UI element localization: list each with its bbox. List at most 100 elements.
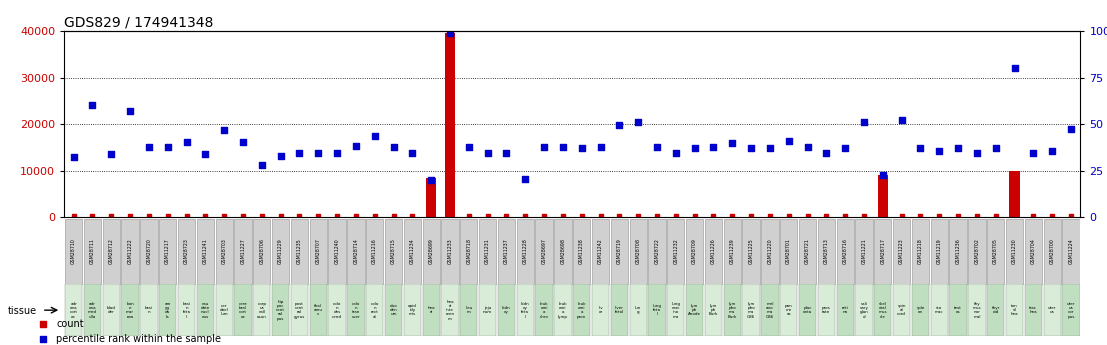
- Text: adr
ena
med
ulla: adr ena med ulla: [87, 302, 97, 318]
- Point: [385, 145, 403, 150]
- Point: [837, 214, 855, 219]
- Text: GSM11222: GSM11222: [127, 238, 133, 264]
- Point: [1025, 214, 1043, 219]
- Point: [911, 214, 929, 219]
- Point: [855, 119, 872, 125]
- Text: colo
n
tran
sver: colo n tran sver: [352, 302, 360, 318]
- Text: GSM11226: GSM11226: [711, 238, 716, 264]
- Point: [724, 214, 742, 219]
- FancyBboxPatch shape: [856, 284, 872, 336]
- Point: [385, 214, 403, 219]
- FancyBboxPatch shape: [479, 219, 496, 284]
- Point: [403, 150, 421, 156]
- Text: thyr
oid: thyr oid: [992, 306, 1000, 314]
- Text: GSM28720: GSM28720: [146, 238, 152, 264]
- Point: [422, 177, 439, 183]
- Point: [252, 162, 270, 168]
- FancyBboxPatch shape: [1044, 284, 1061, 336]
- Point: [83, 214, 102, 219]
- Text: GSM28704: GSM28704: [1031, 238, 1036, 264]
- FancyBboxPatch shape: [84, 219, 101, 284]
- FancyBboxPatch shape: [931, 284, 948, 336]
- FancyBboxPatch shape: [931, 219, 948, 284]
- Point: [704, 145, 722, 150]
- FancyBboxPatch shape: [780, 219, 797, 284]
- Text: ileu
m: ileu m: [465, 306, 473, 314]
- FancyBboxPatch shape: [912, 219, 929, 284]
- Point: [346, 143, 364, 149]
- Text: cer
ebel
lum: cer ebel lum: [220, 304, 228, 316]
- Point: [497, 214, 515, 219]
- Point: [290, 214, 308, 219]
- Point: [1063, 126, 1080, 132]
- Text: GSM28708: GSM28708: [635, 238, 641, 264]
- Point: [666, 214, 684, 219]
- Text: GSM11228: GSM11228: [523, 238, 528, 264]
- FancyBboxPatch shape: [178, 219, 195, 284]
- Point: [949, 214, 968, 219]
- Point: [987, 214, 1005, 219]
- Text: GSM28705: GSM28705: [993, 238, 999, 264]
- Text: GSM28721: GSM28721: [805, 238, 810, 264]
- FancyBboxPatch shape: [404, 219, 421, 284]
- Point: [742, 146, 759, 151]
- Text: GSM28716: GSM28716: [842, 238, 848, 264]
- Point: [272, 153, 290, 159]
- Bar: [878, 175, 888, 217]
- Point: [762, 214, 779, 219]
- Point: [459, 214, 477, 219]
- Text: bon
e
mar
row: bon e mar row: [126, 302, 134, 318]
- FancyBboxPatch shape: [536, 219, 552, 284]
- Point: [968, 150, 985, 156]
- Text: kidn
ey: kidn ey: [503, 306, 510, 314]
- FancyBboxPatch shape: [1006, 284, 1023, 336]
- Text: GSM11225: GSM11225: [748, 238, 754, 264]
- FancyBboxPatch shape: [950, 219, 966, 284]
- FancyBboxPatch shape: [103, 219, 120, 284]
- FancyBboxPatch shape: [272, 284, 289, 336]
- Point: [234, 139, 251, 145]
- Text: brai
n: brai n: [145, 306, 153, 314]
- Text: lym
ph
Burk: lym ph Burk: [708, 304, 718, 316]
- Point: [234, 214, 251, 219]
- Point: [779, 138, 797, 143]
- Point: [629, 214, 646, 219]
- Point: [441, 31, 458, 36]
- Bar: [445, 33, 455, 217]
- Point: [930, 148, 948, 154]
- Text: GSM11236: GSM11236: [955, 238, 961, 264]
- Point: [328, 150, 345, 156]
- Point: [892, 214, 910, 219]
- Point: [328, 214, 345, 219]
- FancyBboxPatch shape: [592, 219, 609, 284]
- FancyBboxPatch shape: [611, 284, 628, 336]
- FancyBboxPatch shape: [461, 219, 477, 284]
- Point: [177, 139, 195, 145]
- FancyBboxPatch shape: [592, 284, 609, 336]
- Text: lung
carc
ino
ma: lung carc ino ma: [671, 302, 681, 318]
- Text: epid
idy
mis: epid idy mis: [407, 304, 417, 316]
- Text: GSM11224: GSM11224: [1068, 238, 1074, 264]
- Text: test
es: test es: [954, 306, 962, 314]
- Text: GSM11237: GSM11237: [504, 238, 509, 264]
- Text: skel
etal
mus
cle: skel etal mus cle: [879, 302, 887, 318]
- Point: [536, 214, 554, 219]
- Text: GSM28713: GSM28713: [824, 238, 829, 264]
- Point: [197, 214, 215, 219]
- Point: [536, 144, 554, 149]
- Text: GSM28714: GSM28714: [353, 238, 359, 264]
- Point: [403, 214, 421, 219]
- Text: lym
pho
ma
Burk: lym pho ma Burk: [727, 302, 737, 318]
- Text: percentile rank within the sample: percentile rank within the sample: [56, 335, 221, 344]
- Point: [649, 214, 666, 219]
- Point: [64, 155, 82, 160]
- FancyBboxPatch shape: [310, 284, 327, 336]
- FancyBboxPatch shape: [197, 284, 214, 336]
- Text: duo
den
um: duo den um: [390, 304, 397, 316]
- FancyBboxPatch shape: [442, 284, 458, 336]
- Text: trac
hea: trac hea: [1030, 306, 1037, 314]
- Text: mel
ano
ma
G36: mel ano ma G36: [766, 302, 774, 318]
- FancyBboxPatch shape: [498, 219, 515, 284]
- Point: [139, 144, 158, 149]
- Point: [798, 214, 816, 219]
